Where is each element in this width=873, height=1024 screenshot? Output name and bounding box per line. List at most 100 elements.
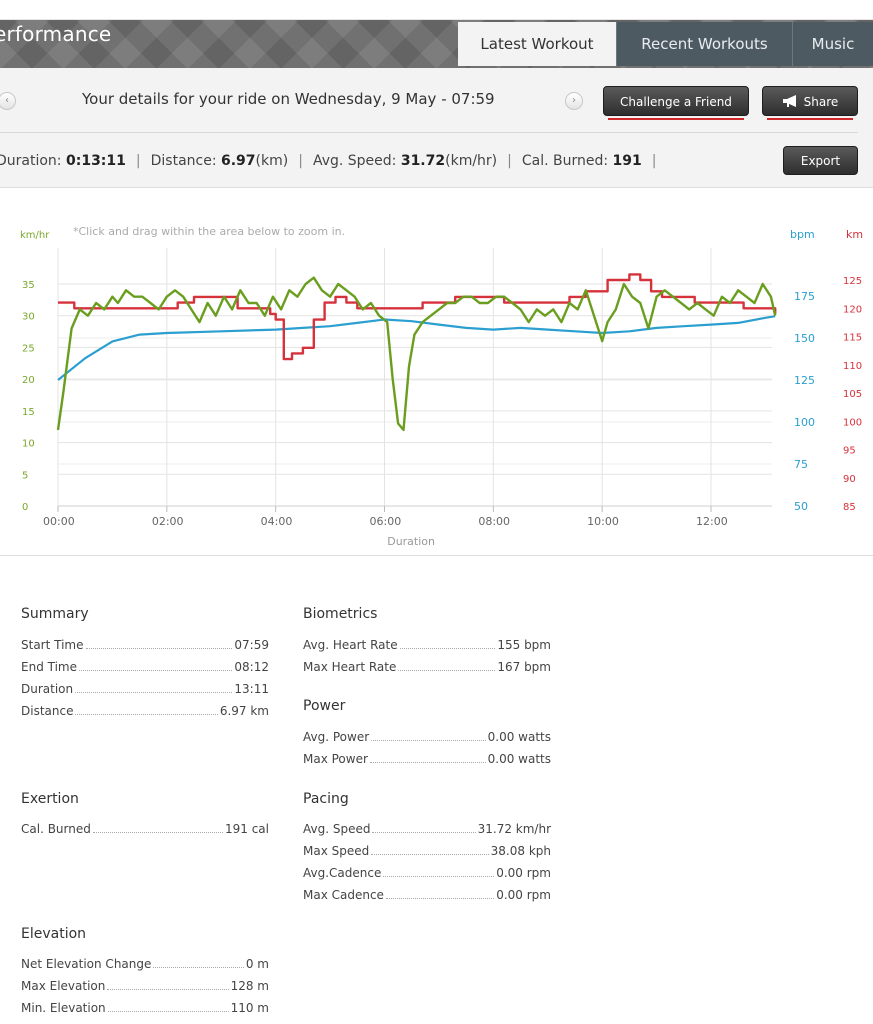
elev-axis-label: km [846,228,863,241]
left-tick-label: 30 [22,312,35,323]
pacing-row-value: 0.00 rpm [496,888,551,902]
x-tick-label: 00:00 [43,515,75,528]
elev-tick-label: 125 [843,276,862,287]
bpm-tick-label: 150 [794,332,815,345]
elevation-row-value: 110 m [230,1001,269,1015]
bpm-tick-label: 50 [794,500,808,513]
summary-row: End Time 08:12 [21,660,269,674]
power-row: Max Power 0.00 watts [303,752,551,766]
pacing-row: Max Speed 38.08 kph [303,844,551,858]
left-tick-label: 15 [22,407,35,418]
tab-recent-workouts[interactable]: Recent Workouts [616,22,792,66]
exertion-row-label: Cal. Burned [21,822,91,836]
biometrics-row-value: 155 bpm [497,638,551,652]
pacing-title: Pacing [303,791,349,807]
biometrics-row: Avg. Heart Rate 155 bpm [303,638,551,652]
workout-stats: Duration: 0:13:11 | Distance: 6.97(km) | Avg… [0,153,667,169]
x-tick-label: 10:00 [587,515,619,528]
bpm-tick-label: 125 [794,374,815,387]
biometrics-row: Max Heart Rate 167 bpm [303,660,551,674]
elev-tick-label: 115 [843,333,862,344]
exertion-row: Cal. Burned 191 cal [21,822,269,836]
elev-tick-label: 105 [843,389,862,400]
duration-value: 0:13:11 [65,153,126,169]
summary-title: Summary [21,606,89,622]
power-title: Power [303,698,346,714]
chevron-left-icon[interactable]: ‹ [0,92,16,110]
share-button[interactable]: Share [762,86,858,120]
summary-row-label: Distance [21,704,74,718]
dot-leader [75,714,218,715]
biometrics-title: Biometrics [303,606,378,622]
elevation-row: Max Elevation 128 m [21,979,269,993]
left-tick-label: 10 [22,439,35,450]
biometrics-row-value: 167 bpm [497,660,551,674]
summary-row-value: 13:11 [234,682,269,696]
top-strip [0,0,873,20]
elev-tick-label: 85 [843,502,856,513]
bpm-axis-label: bpm [790,228,815,241]
biometrics-row-label: Max Heart Rate [303,660,397,674]
elevation-row-label: Min. Elevation [21,1001,106,1015]
power-row-value: 0.00 watts [487,752,551,766]
x-tick-label: 06:00 [370,515,402,528]
chevron-right-icon[interactable]: › [565,92,583,110]
challenge-friend-button[interactable]: Challenge a Friend [603,86,749,120]
tab-latest-workout[interactable]: Latest Workout [458,22,616,66]
left-tick-label: 25 [22,343,35,354]
speed-value: 31.72 [400,153,446,169]
speed-label: Avg. Speed: [312,153,397,169]
page-title: erformance [0,22,112,46]
elevation-row-value: 128 m [230,979,269,993]
pacing-row-label: Max Speed [303,844,370,858]
challenge-friend-label: Challenge a Friend [620,95,732,109]
left-tick-label: 5 [22,470,28,481]
biometrics-row-label: Avg. Heart Rate [303,638,398,652]
dot-leader [107,989,229,990]
elev-tick-label: 95 [843,446,856,457]
bpm-tick-label: 75 [794,458,808,471]
dot-leader [371,854,489,855]
power-row-value: 0.00 watts [487,730,551,744]
pacing-row-value: 0.00 rpm [496,866,551,880]
pacing-row-value: 31.72 km/hr [477,822,551,836]
dot-leader [371,740,486,741]
heart_rate-series-line [57,315,776,381]
dot-leader [107,1011,229,1012]
dot-leader [399,648,496,649]
distance-unit: (km) [255,153,289,169]
summary-row-label: Duration [21,682,74,696]
dot-leader [75,692,233,693]
pacing-row-label: Avg.Cadence [303,866,382,880]
bpm-tick-label: 100 [794,416,815,429]
dot-leader [92,832,223,833]
left-tick-label: 35 [22,280,35,291]
elev-tick-label: 120 [843,304,862,315]
power-row-label: Avg. Power [303,730,370,744]
megaphone-icon [782,95,796,107]
speed-unit: (km/hr) [445,153,498,169]
distance-value: 6.97 [221,153,256,169]
pacing-row: Max Cadence 0.00 rpm [303,888,551,902]
export-button[interactable]: Export [783,146,858,175]
elevation-row-value: 0 m [245,957,269,971]
speed-series-line [56,276,777,432]
elevation-series-line [58,273,777,361]
workout-toolbar: ‹ Your details for your ride on Wednesda… [0,68,873,188]
cal-value: 191 [612,153,642,169]
dot-leader [398,670,496,671]
exertion-row-value: 191 cal [224,822,269,836]
x-axis-title: Duration [387,535,435,548]
button-accent [767,118,853,120]
dot-leader [369,762,486,763]
toolbar-divider [0,132,858,133]
workout-chart-svg[interactable]: km/hr *Click and drag within the area bel… [0,188,873,556]
dot-leader [372,832,476,833]
x-tick-label: 04:00 [261,515,293,528]
tab-music[interactable]: Music [792,22,873,66]
summary-row-value: 6.97 km [219,704,269,718]
dot-leader [85,648,233,649]
x-tick-label: 02:00 [152,515,184,528]
workout-chart[interactable]: km/hr *Click and drag within the area bel… [0,188,873,556]
summary-row: Start Time 07:59 [21,638,269,652]
